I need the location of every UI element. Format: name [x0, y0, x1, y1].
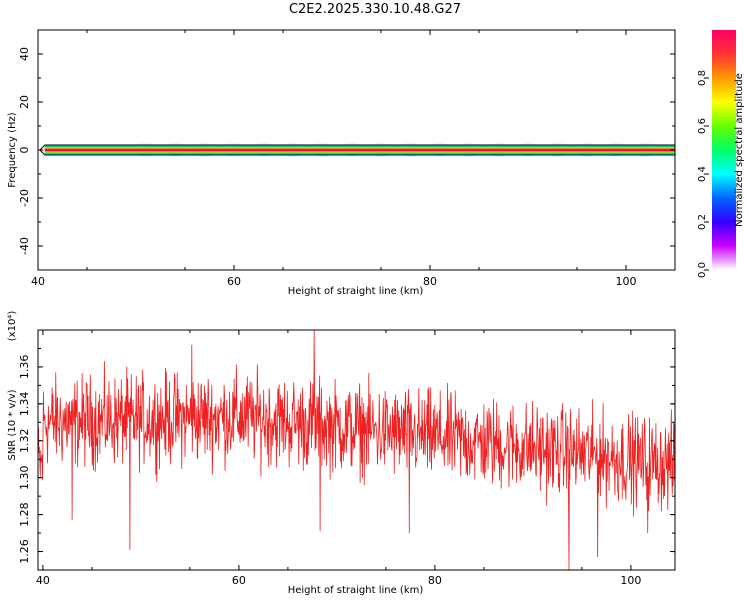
y-tick-label: 20 — [18, 95, 31, 109]
y-axis-label: Frequency (Hz) — [7, 112, 18, 188]
x-tick-label: 100 — [616, 275, 637, 288]
y-tick-label: 0 — [18, 147, 31, 154]
spectral-band-layer — [44, 149, 676, 151]
colorbar-gradient — [712, 30, 736, 270]
snr-frame — [37, 329, 676, 571]
colorbar-tick-label: 0.4 — [697, 166, 708, 182]
x-tick-label: 80 — [423, 275, 437, 288]
x-tick-label: 60 — [232, 574, 246, 587]
y-tick-label: 1.32 — [18, 429, 31, 454]
x-axis-label: Height of straight line (km) — [288, 286, 424, 297]
x-axis-label: Height of straight line (km) — [288, 585, 424, 596]
snr-series-line — [38, 330, 675, 570]
x-tick-label: 40 — [36, 574, 50, 587]
y-tick-label: -20 — [18, 189, 31, 207]
y-axis-label: SNR (10 * v/v) — [7, 389, 18, 460]
x-tick-label: 40 — [31, 275, 45, 288]
chart-title: C2E2.2025.330.10.48.G27 — [288, 2, 462, 17]
y-tick-label: 1.30 — [18, 465, 31, 490]
x-tick-label: 80 — [428, 574, 442, 587]
y-tick-label: -40 — [18, 237, 31, 255]
colorbar-tick-label: 0.2 — [697, 214, 708, 230]
colorbar-tick-label: 0.0 — [697, 262, 708, 278]
colorbar-tick-label: 0.8 — [697, 70, 708, 86]
spectrogram-panel: 40 60 80 100 40 20 0 -20 -40 Height of straight l… — [7, 29, 676, 297]
y-tick-label: 1.36 — [18, 355, 31, 380]
x-tick-label: 60 — [227, 275, 241, 288]
colorbar-tick-label: 0.6 — [697, 118, 708, 134]
y-tick-label: 40 — [18, 47, 31, 61]
colorbar-label: Normalized spectral amplitude — [734, 73, 745, 227]
snr-panel: 40 60 80 100 1.36 1.34 1.32 1.30 1.28 1.26 Height … — [7, 311, 676, 596]
y-tick-label: 1.28 — [18, 502, 31, 527]
y-exponent-label: (x10⁴) — [7, 311, 18, 342]
colorbar: 0.8 0.6 0.4 0.2 0.0 Normalized spectral ampli… — [697, 30, 745, 278]
y-tick-label: 1.34 — [18, 392, 31, 417]
x-tick-label: 100 — [620, 574, 641, 587]
y-tick-label: 1.26 — [18, 539, 31, 564]
